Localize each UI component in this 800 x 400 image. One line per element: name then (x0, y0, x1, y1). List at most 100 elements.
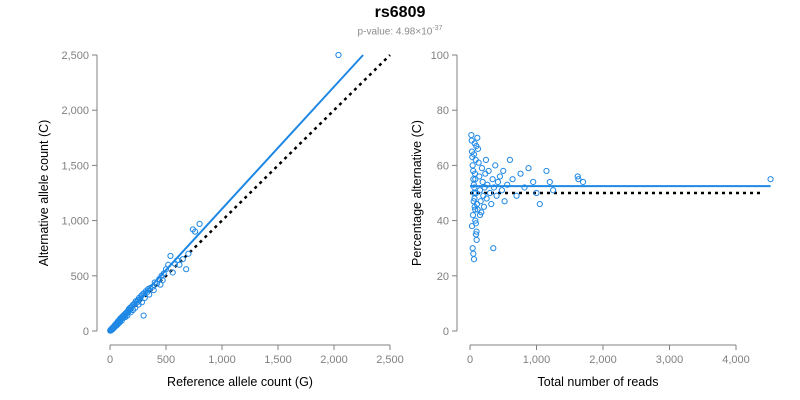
panel-2-data-point (471, 184, 478, 191)
panel-2-data-point (494, 178, 502, 186)
panel-1-reference-line (109, 54, 391, 332)
panel-1-data-point (183, 266, 190, 273)
panel-2-data-point (543, 167, 550, 175)
panel-2-y-tick-label: 20 (437, 271, 449, 283)
panel-2-data-point (482, 170, 489, 177)
panel-2-x-tick-label: 2,000 (589, 354, 617, 366)
panel-2-data-point (474, 134, 481, 141)
panel-2-data-point (493, 192, 500, 199)
panel-2-data-point (469, 211, 477, 219)
panel-2-data-point (575, 176, 582, 183)
chart-title: rs6809 (374, 4, 426, 21)
panel-2-y-axis-label: Percentage alternative (C) (410, 120, 424, 266)
panel-2-data-point (477, 198, 484, 205)
panel-2-x-tick-label: 1,000 (523, 354, 551, 366)
panel-1-data-point (185, 250, 192, 257)
panel-1-y-tick-label: 2,000 (61, 105, 89, 117)
panel-2-x-tick-label: 4,000 (722, 354, 750, 366)
panel-2-data-point (513, 192, 520, 199)
panel-1-data-point (150, 287, 157, 294)
panel-2-data-point (472, 220, 479, 227)
panel-2-data-point (504, 181, 511, 188)
panel-1-y-tick-label: 1,500 (61, 160, 89, 172)
panel-1-x-tick-label: 1,000 (208, 354, 236, 366)
panel-1-x-tick-label: 2,500 (376, 354, 404, 366)
panel-1-x-axis-label: Reference allele count (G) (167, 375, 313, 389)
panel-1-x-tick-label: 0 (107, 354, 113, 366)
panel-2-data-point (480, 192, 487, 199)
panel-1-x-tick-label: 1,500 (264, 354, 292, 366)
panel-2-data-point (517, 170, 524, 177)
panel-1-data-point (196, 220, 203, 228)
panel-2-data-point (484, 181, 491, 188)
panel-2-data-point (521, 184, 528, 191)
panel-2-data-point (509, 176, 516, 183)
panel-2-x-axis-label: Total number of reads (538, 375, 659, 389)
panel-2-y-tick-label: 40 (437, 216, 449, 228)
panel-2-data-point (485, 167, 492, 175)
panel-2-data-point (470, 167, 477, 175)
panel-1-data-point (179, 256, 186, 263)
panel-2-data-point (490, 245, 497, 252)
panel-2-data-point (472, 206, 479, 213)
panel-2-data-point (500, 167, 507, 175)
panel-2-data-point (490, 184, 498, 191)
panel-2-data-point (525, 165, 532, 172)
panel-2-data-point (471, 140, 478, 147)
panel-1-y-tick-label: 500 (71, 271, 89, 283)
panel-2-data-point (533, 189, 540, 197)
panel-2-data-point (473, 236, 480, 244)
p-value-exponent: -37 (432, 25, 443, 32)
panel-1-data-point (192, 228, 199, 235)
panel-1-fit-line (109, 54, 364, 332)
panel-2-data-point (470, 181, 477, 188)
panel-2-data-point (470, 250, 477, 257)
panel-2-y-tick-label: 80 (437, 105, 449, 117)
panel-1-data-point (167, 252, 174, 260)
panel-1-data-point (335, 51, 342, 59)
panel-1-x-tick-label: 2,000 (320, 354, 348, 366)
panel-2-x-tick-label: 3,000 (656, 354, 684, 366)
panel-2-data-point (482, 156, 490, 163)
panel-2-data-point (767, 176, 774, 183)
panel-1-data-point (140, 312, 147, 319)
panel-1-data-point (138, 299, 146, 306)
panel-2-data-point (469, 162, 476, 169)
panel-2-data-point (486, 189, 494, 197)
panel-2-data-point (530, 178, 537, 186)
panel-2-data-point (492, 162, 499, 169)
panel-2-data-point (472, 189, 480, 197)
panel-2-data-point (501, 198, 508, 205)
panel-1-y-axis-label: Alternative allele count (C) (37, 120, 51, 267)
panel-1-y-tick-label: 0 (83, 326, 89, 338)
panel-2-data-point (478, 165, 486, 172)
panel-2-data-point (468, 131, 475, 139)
p-value-text: p-value: 4.98×10 (357, 26, 433, 38)
panel-2-data-point (506, 156, 513, 163)
panel-2-data-point (472, 176, 479, 183)
panel-2-data-point (469, 245, 476, 252)
panel-2-y-tick-label: 60 (437, 160, 449, 172)
panel-2-data-point (483, 195, 490, 202)
panel-2-data-point (536, 200, 543, 208)
panel-2-data-point (479, 178, 486, 186)
panel-2-data-point (475, 159, 482, 166)
panel-2-data-point (470, 256, 478, 263)
panel-2-y-tick-label: 0 (443, 326, 449, 338)
panel-2-data-point (489, 176, 496, 183)
panel-1-data-point (141, 294, 148, 301)
panel-2-data-point (546, 178, 553, 186)
panel-1-data-point (157, 281, 164, 288)
panel-2-data-point (470, 151, 478, 158)
panel-2-data-point (471, 195, 478, 202)
panel-2-data-point (476, 211, 484, 219)
panel-1-y-tick-label: 1,000 (61, 216, 89, 228)
panel-2-data-point (480, 203, 488, 210)
panel-2-data-point (496, 173, 504, 180)
panel-2-data-point (473, 228, 480, 235)
panel-1-data-point (176, 261, 183, 268)
chart-subtitle: p-value: 4.98×10-37 (0, 25, 800, 37)
panel-2-data-point (474, 145, 482, 152)
panel-2-data-point (579, 178, 587, 186)
